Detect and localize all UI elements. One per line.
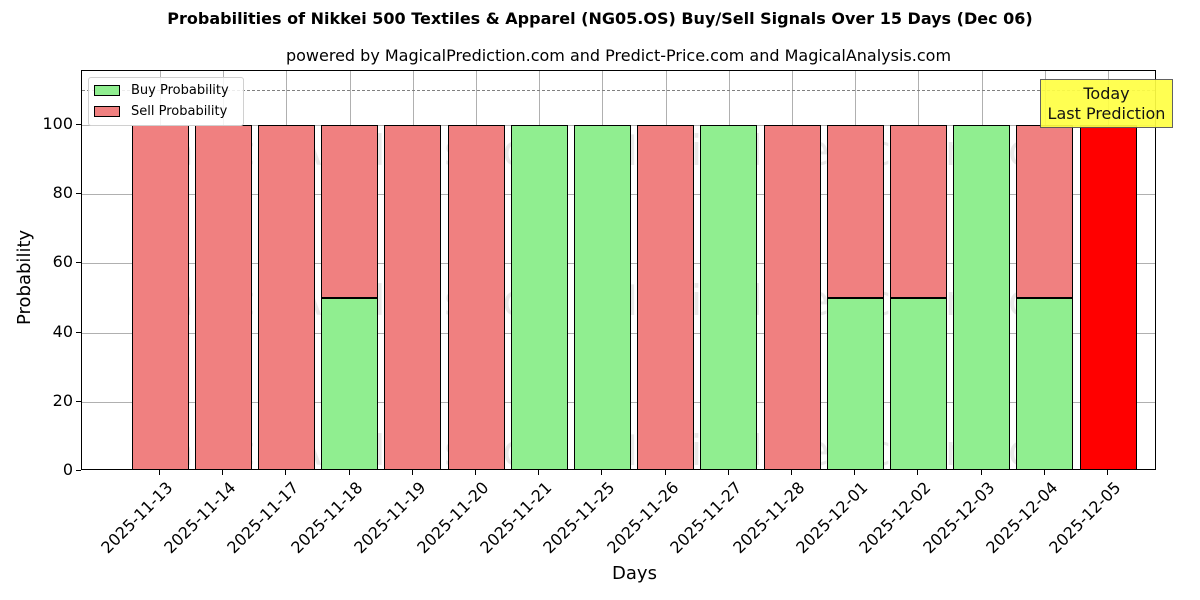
bar-sell-2025-11-20 (447, 124, 505, 469)
bar-sell-2025-11-28 (763, 124, 821, 469)
x-tick (348, 470, 350, 475)
x-tick (601, 470, 603, 475)
legend-label-sell: Sell Probability (131, 103, 228, 119)
bar-buy-2025-12-03 (953, 124, 1011, 469)
annotation-line-1: Today (1083, 84, 1130, 103)
bar-sell-2025-11-13 (131, 124, 189, 469)
y-tick (76, 470, 81, 471)
x-tick (1107, 470, 1108, 475)
legend-item-buy: Buy Probability (94, 81, 229, 99)
plot-area: MagicalAnalysis.comMagicalPrediction.com… (81, 70, 1156, 470)
x-tick (222, 470, 224, 475)
bar-today-2025-12-05 (1079, 124, 1137, 469)
bar-sell-2025-12-04 (1016, 124, 1074, 298)
y-tick (76, 123, 81, 125)
legend-label-buy: Buy Probability (131, 82, 229, 98)
y-axis-label: Probability (14, 229, 35, 325)
bar-buy-2025-11-25 (573, 124, 631, 469)
y-tick (76, 331, 81, 333)
reference-line-dashed (82, 90, 1155, 92)
chart-title: Probabilities of Nikkei 500 Textiles & A… (167, 9, 1033, 28)
bar-buy-2025-11-21 (510, 124, 568, 469)
x-tick (475, 470, 476, 475)
y-tick (76, 193, 81, 195)
y-tick-label: 100 (42, 113, 73, 133)
x-tick (538, 470, 540, 475)
y-tick-label: 60 (52, 252, 73, 272)
x-tick (791, 470, 792, 475)
x-axis-label: Days (612, 563, 657, 584)
bar-buy-2025-12-04 (1016, 297, 1074, 469)
x-tick (980, 470, 982, 475)
y-tick-label: 80 (52, 183, 73, 203)
bar-sell-2025-11-14 (194, 124, 252, 469)
x-tick (727, 470, 729, 475)
y-tick-label: 40 (52, 321, 73, 341)
today-annotation: Today Last Prediction (1040, 79, 1173, 128)
x-tick (285, 470, 287, 475)
bar-buy-2025-11-18 (321, 297, 379, 469)
annotation-line-2: Last Prediction (1047, 104, 1166, 123)
buy-swatch-icon (94, 84, 120, 96)
sell-swatch-icon (94, 105, 120, 117)
y-tick-label: 20 (52, 390, 73, 410)
bar-buy-2025-12-02 (889, 297, 947, 469)
bar-sell-2025-11-18 (321, 124, 379, 298)
bar-buy-2025-11-27 (700, 124, 758, 469)
bar-sell-2025-12-01 (826, 124, 884, 298)
bar-sell-2025-11-26 (637, 124, 695, 469)
x-tick (411, 470, 413, 475)
x-tick (159, 470, 160, 475)
bar-sell-2025-12-02 (889, 124, 947, 298)
x-tick (1043, 470, 1045, 475)
legend: Buy Probability Sell Probability (88, 77, 244, 126)
x-tick (664, 470, 666, 475)
bar-buy-2025-12-01 (826, 297, 884, 469)
y-tick-label: 0 (62, 460, 73, 479)
chart-subtitle: powered by MagicalPrediction.com and Pre… (285, 46, 952, 65)
y-tick (76, 400, 81, 402)
legend-item-sell: Sell Probability (94, 102, 227, 120)
x-tick (854, 470, 856, 475)
bar-sell-2025-11-17 (257, 124, 315, 469)
x-tick (917, 470, 919, 475)
bar-sell-2025-11-19 (384, 124, 442, 469)
y-tick (76, 262, 81, 264)
